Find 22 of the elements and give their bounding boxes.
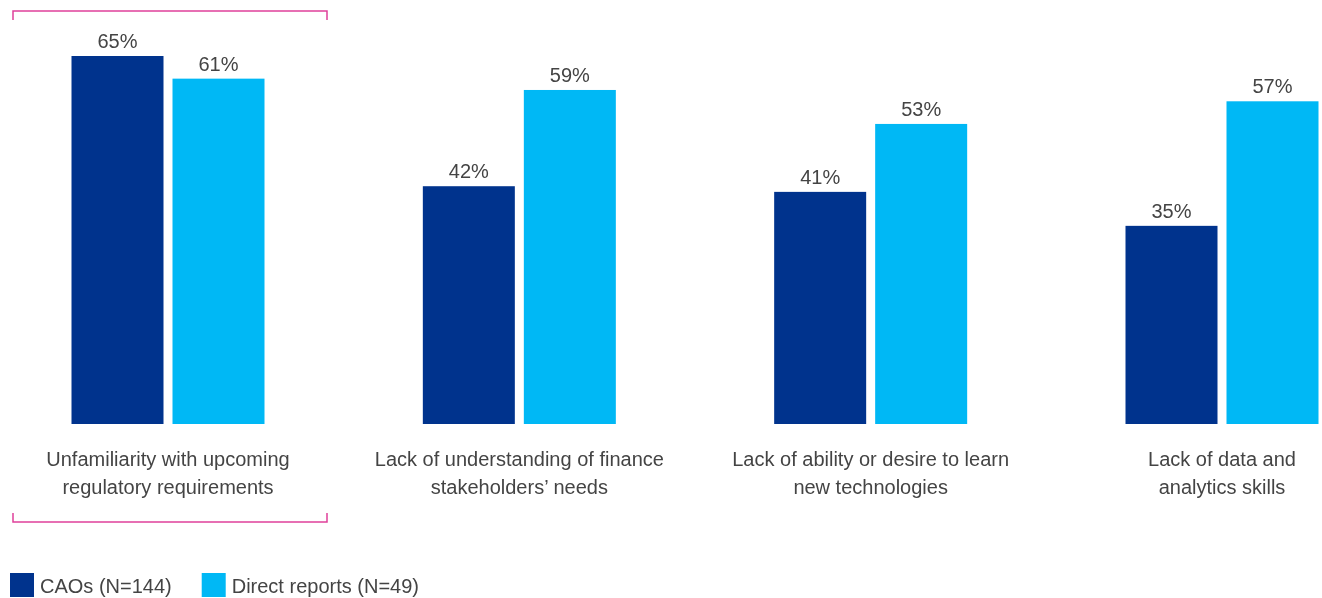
x-tick-label: Lack of ability or desire to learn new technologies	[732, 448, 1010, 498]
legend-label: Direct reports (N=49)	[231, 575, 419, 597]
bar	[875, 123, 968, 424]
legend-label: CAOs (N=144)	[40, 575, 172, 597]
data-label: 61%	[198, 52, 239, 75]
data-label: 35%	[1151, 199, 1192, 222]
data-label: 42%	[448, 160, 490, 183]
bar	[1125, 225, 1218, 424]
data-label: 59%	[549, 63, 591, 86]
bar	[523, 89, 616, 424]
data-label: 53%	[901, 97, 942, 120]
data-label: 65%	[97, 30, 138, 52]
data-label: 57%	[1252, 75, 1293, 98]
bar	[422, 186, 515, 424]
x-tick-label: Lack of understanding of finance stakeholders’ needs	[374, 448, 664, 498]
x-tick-label: Lack of data and analytics skills	[1148, 448, 1296, 498]
bar	[172, 78, 265, 424]
bar	[774, 191, 867, 424]
bar	[71, 56, 164, 424]
x-tick-label: Unfamiliarity with upcoming regulatory requirements	[46, 448, 290, 498]
bar	[1226, 101, 1319, 424]
data-label: 41%	[800, 165, 841, 188]
